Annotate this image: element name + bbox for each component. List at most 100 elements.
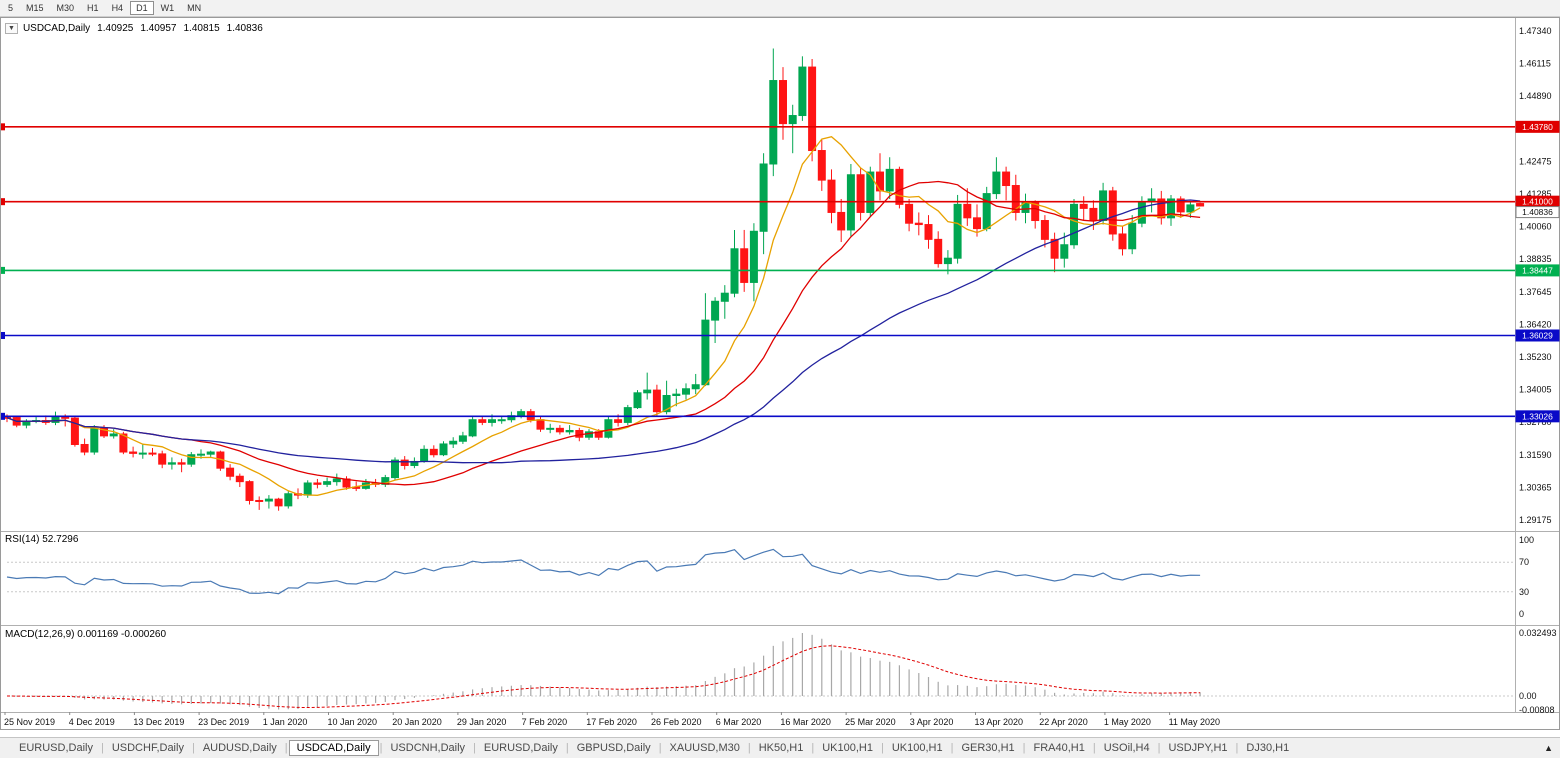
tab-separator: | (1235, 742, 1239, 754)
moving-average-45 (6, 199, 1201, 464)
price-tag (1515, 410, 1560, 423)
timeframe-toolbar: 5 M15 M30 H1 H4 D1 W1 MN (0, 0, 1560, 17)
svg-text:20 Jan 2020: 20 Jan 2020 (392, 717, 442, 727)
macd-histogram (16, 633, 1201, 710)
timeframe-button-mn[interactable]: MN (187, 3, 202, 13)
svg-text:1.37645: 1.37645 (1519, 287, 1552, 297)
svg-text:0.032493: 0.032493 (1519, 628, 1557, 638)
svg-text:1.40836: 1.40836 (1522, 207, 1553, 217)
svg-text:1.38447: 1.38447 (1522, 265, 1553, 275)
price-tag (1515, 206, 1560, 219)
tab-separator: | (1092, 742, 1096, 754)
chart-header: ▼ USDCAD,Daily 1.40925 1.40957 1.40815 1.4083… (5, 23, 263, 34)
svg-text:1.31590: 1.31590 (1519, 450, 1552, 460)
tab-usdcad-daily[interactable]: USDCAD,Daily (288, 740, 379, 756)
svg-text:1.41000: 1.41000 (1522, 197, 1553, 207)
svg-text:70: 70 (1519, 557, 1529, 567)
svg-text:-0.00808: -0.00808 (1519, 705, 1555, 715)
timeframe-button-m15[interactable]: M15 (26, 3, 44, 13)
level-left-marker (0, 266, 5, 274)
ohlc-close: 1.40836 (226, 23, 263, 34)
main-price-panel (3, 48, 1205, 511)
rsi-line (6, 548, 1201, 595)
rsi-panel: 100 70 30 0 (6, 535, 1534, 619)
timeframe-button-h1[interactable]: H1 (87, 3, 99, 13)
svg-text:1.44890: 1.44890 (1519, 91, 1552, 101)
tab-separator: | (473, 742, 476, 754)
tab-fra40-h1[interactable]: FRA40,H1 (1033, 742, 1085, 754)
svg-text:6 Mar 2020: 6 Mar 2020 (716, 717, 762, 727)
tab-separator: | (811, 742, 815, 754)
timeframe-button-h4[interactable]: H4 (111, 3, 124, 13)
tab-separator: | (658, 742, 662, 754)
symbol-dropdown-icon[interactable]: ▼ (5, 23, 18, 34)
svg-text:1.41285: 1.41285 (1519, 189, 1552, 199)
tab-separator: | (880, 742, 884, 754)
svg-text:1.36029: 1.36029 (1522, 330, 1553, 340)
tab-eurusd-daily[interactable]: EURUSD,Daily (19, 742, 93, 754)
timeframe-button-w1[interactable]: W1 (160, 3, 175, 13)
ohlc-low: 1.40815 (183, 23, 220, 34)
svg-text:4 Dec 2019: 4 Dec 2019 (69, 717, 115, 727)
svg-text:23 Dec 2019: 23 Dec 2019 (198, 717, 249, 727)
svg-text:1.38835: 1.38835 (1519, 254, 1552, 264)
price-tag (1515, 329, 1560, 342)
tab-dj30-h1[interactable]: DJ30,H1 (1246, 742, 1290, 754)
level-left-marker (0, 412, 5, 420)
macd-signal-value: -0.000260 (121, 629, 167, 640)
tab-uk100-h1[interactable]: UK100,H1 (891, 742, 943, 754)
svg-text:26 Feb 2020: 26 Feb 2020 (651, 717, 702, 727)
price-chart-canvas[interactable]: 1.473401.461151.448901.436651.424751.412… (0, 17, 1560, 737)
rsi-name: RSI(14) (5, 534, 40, 545)
price-tags: 1.43780 1.41000 1.38447 1.36029 1.33026 1.408… (1515, 120, 1560, 423)
tab-ger30-h1[interactable]: GER30,H1 (961, 742, 1015, 754)
svg-text:17 Feb 2020: 17 Feb 2020 (586, 717, 637, 727)
svg-text:11 May 2020: 11 May 2020 (1169, 717, 1220, 727)
price-tag (1515, 120, 1560, 133)
tab-scroll-icon[interactable]: ▲ (1544, 743, 1553, 753)
tab-separator: | (379, 742, 383, 754)
rsi-value: 52.7296 (42, 534, 79, 545)
rsi-label: RSI(14) 52.7296 (5, 534, 78, 545)
timeframe-button-d1[interactable]: D1 (130, 1, 154, 15)
svg-text:30: 30 (1519, 587, 1529, 597)
svg-text:3 Apr 2020: 3 Apr 2020 (910, 717, 954, 727)
ohlc-open: 1.40925 (97, 23, 134, 34)
chart-background (0, 17, 1560, 737)
svg-text:1.35230: 1.35230 (1519, 352, 1552, 362)
svg-text:0.00: 0.00 (1519, 691, 1537, 701)
svg-text:1.43780: 1.43780 (1522, 122, 1553, 132)
tab-audusd-daily[interactable]: AUDUSD,Daily (202, 742, 277, 754)
chart-symbol-label: USDCAD,Daily (22, 23, 91, 34)
tab-eurusd-daily[interactable]: EURUSD,Daily (483, 742, 558, 754)
tab-separator: | (747, 742, 751, 754)
tab-separator: | (191, 742, 195, 754)
svg-text:1.42475: 1.42475 (1519, 156, 1552, 166)
svg-text:13 Apr 2020: 13 Apr 2020 (975, 717, 1024, 727)
tab-usdchf-daily[interactable]: USDCHF,Daily (111, 742, 184, 754)
chart-tabs: EURUSD,Daily | USDCHF,Daily | AUDUSD,Daily | U… (12, 740, 1296, 756)
macd-label: MACD(12,26,9) 0.001169 -0.000260 (5, 629, 166, 640)
macd-value: 0.001169 (77, 629, 119, 640)
tab-usoil-h4[interactable]: USOil,H4 (1103, 742, 1150, 754)
level-left-marker (0, 198, 5, 206)
tab-gbpusd-daily[interactable]: GBPUSD,Daily (576, 742, 651, 754)
macd-name: MACD(12,26,9) (5, 629, 75, 640)
candlesticks (3, 48, 1205, 511)
svg-text:1.30365: 1.30365 (1519, 482, 1552, 492)
svg-text:29 Jan 2020: 29 Jan 2020 (457, 717, 507, 727)
timeframe-button-m30[interactable]: M30 (56, 3, 75, 13)
chart-tab-bar: EURUSD,Daily | USDCHF,Daily | AUDUSD,Daily | U… (0, 737, 1560, 758)
tab-usdcnh-daily[interactable]: USDCNH,Daily (390, 742, 466, 754)
timeframe-button-5[interactable]: 5 (8, 3, 14, 13)
tab-usdjpy-h1[interactable]: USDJPY,H1 (1168, 742, 1228, 754)
svg-text:16 Mar 2020: 16 Mar 2020 (780, 717, 831, 727)
svg-text:1.29175: 1.29175 (1519, 515, 1552, 525)
svg-text:13 Dec 2019: 13 Dec 2019 (133, 717, 184, 727)
tab-uk100-h1[interactable]: UK100,H1 (822, 742, 873, 754)
svg-text:1.46115: 1.46115 (1519, 59, 1551, 69)
svg-text:1.36420: 1.36420 (1519, 319, 1552, 329)
tab-hk50-h1[interactable]: HK50,H1 (758, 742, 804, 754)
tab-xauusd-m30[interactable]: XAUUSD,M30 (669, 742, 740, 754)
date-axis: 25 Nov 2019 4 Dec 2019 13 Dec 2019 23 Dec 2… (4, 712, 1220, 727)
